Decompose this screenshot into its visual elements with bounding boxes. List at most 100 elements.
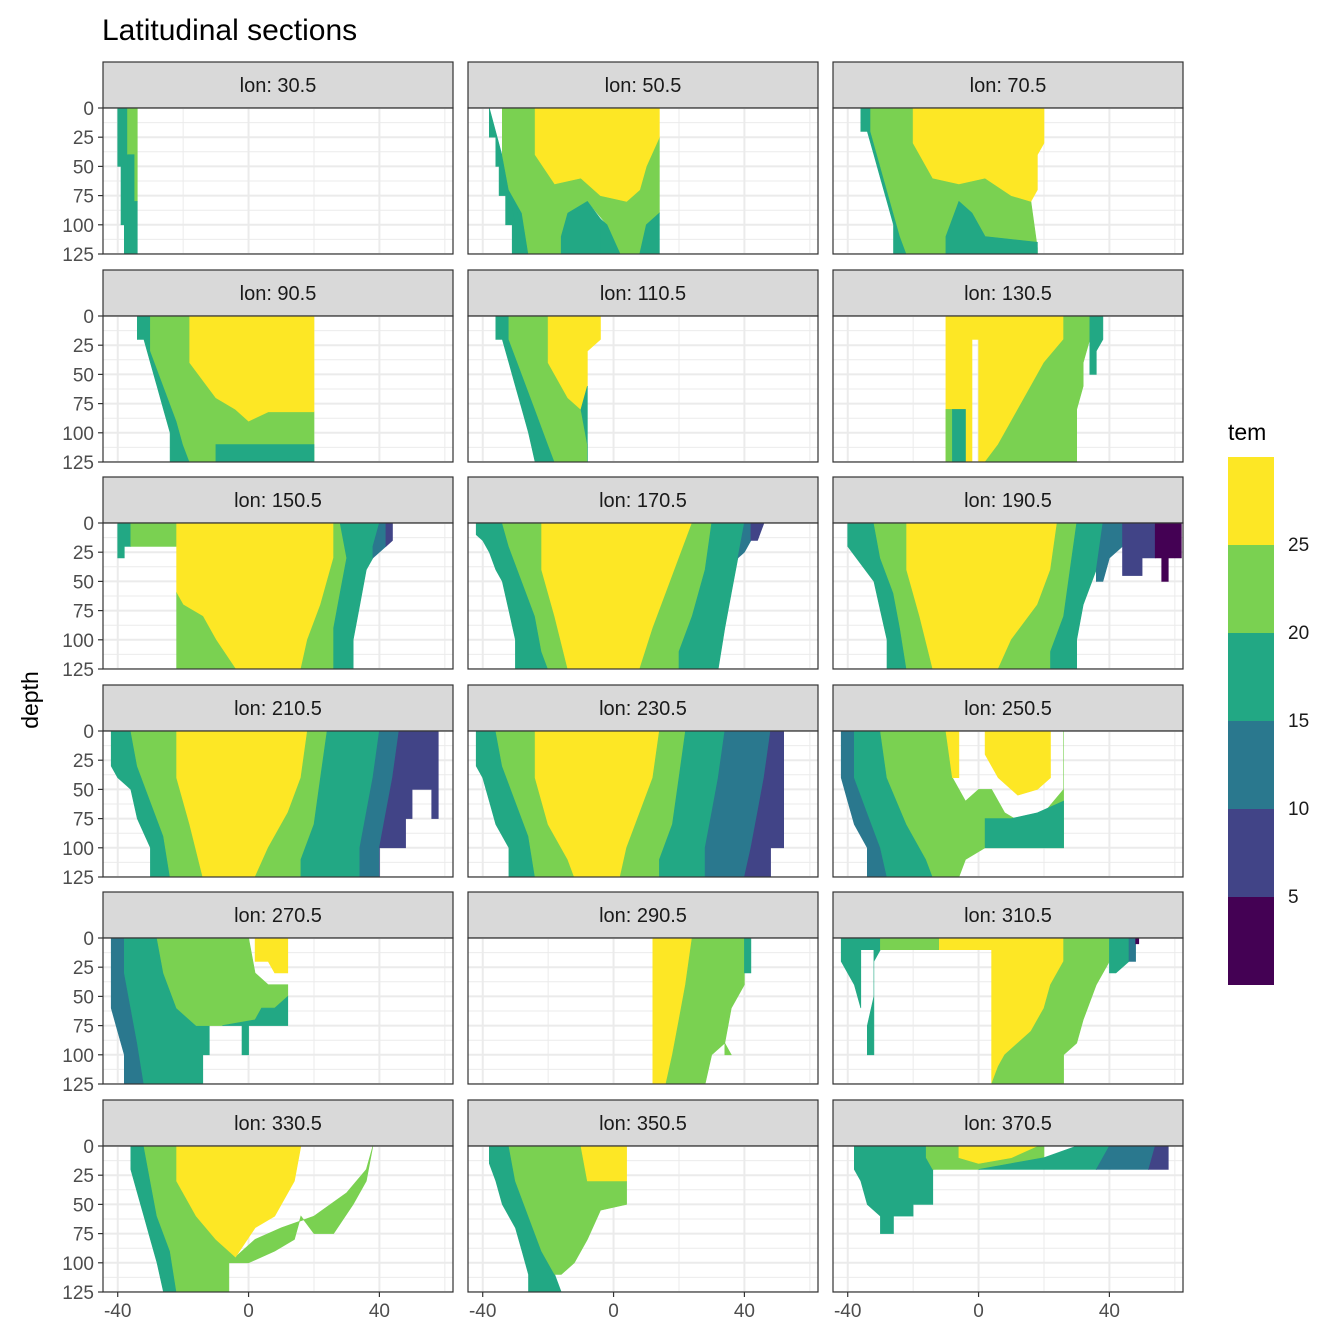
facet-panel: lon: 190.5 — [832, 476, 1184, 670]
contour-fills — [130, 1146, 374, 1292]
contour-band — [1089, 316, 1104, 375]
facet-panel: lon: 270.5 0 25 50 75 100 125 — [62, 891, 454, 1096]
x-tick-label: 40 — [369, 1301, 390, 1322]
legend-key — [1228, 809, 1274, 897]
y-tick-label: 125 — [62, 868, 94, 889]
panel-border — [467, 937, 819, 1085]
facet-strip-label: lon: 30.5 — [240, 75, 317, 97]
facet-strip-label: lon: 190.5 — [964, 490, 1052, 512]
contour-fills — [110, 731, 439, 877]
y-tick-label: 75 — [73, 602, 94, 623]
contour-fills — [495, 316, 601, 462]
panel-border — [467, 730, 819, 878]
y-tick-label: 125 — [62, 1283, 94, 1304]
facet-panel: lon: 130.5 — [832, 269, 1184, 463]
facet-panel: lon: 150.5 0 25 50 75 100 125 — [62, 476, 454, 681]
y-tick-label: 50 — [73, 780, 94, 801]
legend-key — [1228, 545, 1274, 633]
legend: tem 25 20 15 10 5 — [1228, 419, 1309, 985]
facet-strip — [832, 269, 1184, 317]
contour-fills — [117, 523, 393, 669]
contour-band — [176, 591, 236, 669]
facet-strip — [832, 684, 1184, 732]
legend-label: 10 — [1288, 799, 1309, 820]
contour-band — [1154, 523, 1182, 582]
panel-border — [832, 730, 1184, 878]
y-tick-label: 25 — [73, 128, 94, 149]
contour-band — [737, 523, 752, 559]
facet-strip-label: lon: 130.5 — [964, 283, 1052, 305]
y-tick-label: 125 — [62, 453, 94, 474]
facet-panel: lon: 350.5 -40 0 40 — [467, 1099, 819, 1322]
y-tick-label: 25 — [73, 958, 94, 979]
contour-band — [379, 731, 439, 877]
panel-border — [467, 1145, 819, 1293]
panel-border — [102, 1145, 454, 1293]
contour-band — [744, 731, 785, 877]
contour-band — [958, 1146, 1038, 1164]
panel-border — [102, 522, 454, 670]
contour-band — [130, 523, 177, 547]
contour-band — [984, 316, 1091, 462]
facet-panel: lon: 250.5 — [832, 684, 1184, 878]
panel-border — [832, 937, 1184, 1085]
facet-strip-label: lon: 230.5 — [599, 698, 687, 720]
contour-band — [639, 212, 660, 254]
facet-panel: lon: 70.5 — [832, 61, 1184, 255]
contour-band — [1128, 938, 1136, 962]
facet-strip — [102, 1099, 454, 1147]
y-tick-label: 50 — [73, 572, 94, 593]
contour-band — [189, 316, 315, 422]
contour-fills — [475, 731, 785, 877]
y-tick-label: 75 — [73, 187, 94, 208]
y-tick-label: 125 — [62, 245, 94, 266]
legend-key — [1228, 721, 1274, 809]
facet-panel: lon: 290.5 — [467, 891, 819, 1085]
y-tick-label: 0 — [83, 514, 94, 535]
legend-key — [1228, 457, 1274, 545]
panel-border — [102, 315, 454, 463]
x-tick-label: 40 — [1099, 1301, 1120, 1322]
contour-band — [254, 938, 289, 974]
x-tick-label: 0 — [243, 1301, 254, 1322]
contour-fills — [137, 316, 315, 462]
x-tick-label: 0 — [608, 1301, 619, 1322]
facet-panel: lon: 210.5 0 25 50 75 100 125 — [62, 684, 454, 889]
contour-fills — [652, 938, 752, 1084]
y-tick-label: 75 — [73, 1017, 94, 1038]
y-tick-label: 100 — [62, 839, 94, 860]
y-tick-label: 25 — [73, 336, 94, 357]
contour-band — [176, 1146, 302, 1258]
contour-fills — [475, 523, 765, 669]
panel-border — [832, 1145, 1184, 1293]
y-tick-label: 50 — [73, 987, 94, 1008]
legend-key — [1228, 633, 1274, 721]
facet-strip — [832, 476, 1184, 524]
facet-panel: lon: 50.5 — [467, 61, 819, 255]
panel-border — [832, 315, 1184, 463]
panel-border — [102, 730, 454, 878]
panel-border — [102, 107, 454, 255]
legend-label: 15 — [1288, 711, 1309, 732]
x-tick-label: -40 — [469, 1301, 496, 1322]
facet-strip-label: lon: 170.5 — [599, 490, 687, 512]
facet-strip-label: lon: 210.5 — [234, 698, 322, 720]
facet-strip-label: lon: 50.5 — [605, 75, 682, 97]
panel-border — [467, 315, 819, 463]
contour-band — [952, 409, 966, 462]
y-tick-label: 50 — [73, 157, 94, 178]
y-tick-label: 50 — [73, 1195, 94, 1216]
grid-lines — [468, 938, 818, 1084]
panel-border — [467, 107, 819, 255]
legend-label: 20 — [1288, 623, 1309, 644]
facet-panel: lon: 370.5 -40 0 40 — [832, 1099, 1184, 1322]
facet-strip-label: lon: 70.5 — [970, 75, 1047, 97]
facet-strip-label: lon: 270.5 — [234, 905, 322, 927]
facet-panel: lon: 230.5 — [467, 684, 819, 878]
contour-band — [984, 800, 1064, 849]
contour-band — [991, 938, 1110, 1084]
facet-strip — [467, 891, 819, 939]
facet-strip — [102, 891, 454, 939]
facet-strip — [467, 1099, 819, 1147]
contour-band — [117, 523, 132, 559]
